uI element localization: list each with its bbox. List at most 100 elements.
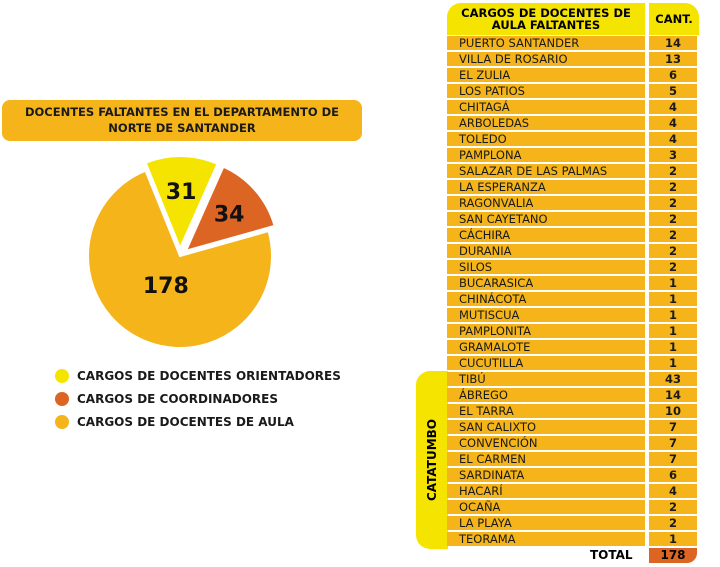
table-row: SAN CALIXTO 7 [447, 420, 699, 434]
municipality-name: LA ESPERANZA [447, 180, 645, 194]
municipality-name: TOLEDO [447, 132, 645, 146]
count-value: 1 [649, 340, 697, 354]
table-row: PAMPLONA 3 [447, 148, 699, 162]
table-row: OCAÑA 2 [447, 500, 699, 514]
table-row: SALAZAR DE LAS PALMAS 2 [447, 164, 699, 178]
table-row: LOS PATIOS 5 [447, 84, 699, 98]
count-value: 4 [649, 484, 697, 498]
municipality-name: PAMPLONA [447, 148, 645, 162]
municipality-name: ÁBREGO [447, 388, 645, 402]
table-row: SAN CAYETANO 2 [447, 212, 699, 226]
municipality-name: SAN CAYETANO [447, 212, 645, 226]
total-value: 178 [649, 548, 697, 563]
municipality-name: SILOS [447, 260, 645, 274]
table-row: CUCUTILLA 1 [447, 356, 699, 370]
table-row: LA ESPERANZA 2 [447, 180, 699, 194]
header-name: CARGOS DE DOCENTES DE AULA FALTANTES [447, 3, 645, 35]
count-value: 7 [649, 436, 697, 450]
table-row: TIBÚ 43 [447, 372, 699, 386]
count-value: 13 [649, 52, 697, 66]
table-header: CARGOS DE DOCENTES DE AULA FALTANTES CAN… [447, 3, 699, 35]
municipality-name: CUCUTILLA [447, 356, 645, 370]
count-value: 1 [649, 324, 697, 338]
municipality-name: SARDINATA [447, 468, 645, 482]
count-value: 6 [649, 468, 697, 482]
municipality-name: GRAMALOTE [447, 340, 645, 354]
count-value: 2 [649, 516, 697, 530]
table-row: MUTISCUA 1 [447, 308, 699, 322]
count-value: 7 [649, 452, 697, 466]
count-value: 2 [649, 212, 697, 226]
municipality-name: SAN CALIXTO [447, 420, 645, 434]
count-value: 14 [649, 36, 697, 50]
count-value: 1 [649, 356, 697, 370]
count-value: 2 [649, 244, 697, 258]
table-row: SILOS 2 [447, 260, 699, 274]
municipality-name: MUTISCUA [447, 308, 645, 322]
table-row: PUERTO SANTANDER 14 [447, 36, 699, 50]
municipality-name: LOS PATIOS [447, 84, 645, 98]
legend-swatch [55, 391, 69, 406]
table-row: SARDINATA 6 [447, 468, 699, 482]
total-label: TOTAL [590, 548, 633, 562]
table-row: RAGONVALIA 2 [447, 196, 699, 210]
slice-value-label: 34 [214, 202, 245, 227]
table-row: BUCARASICA 1 [447, 276, 699, 290]
header-count: CANT. [649, 3, 699, 35]
count-value: 2 [649, 164, 697, 178]
municipality-name: DURANIA [447, 244, 645, 258]
pie-chart: 31 34 178 [87, 155, 276, 349]
table-body: PUERTO SANTANDER 14 VILLA DE ROSARIO 13 EL Z… [447, 36, 699, 548]
pie-slice [87, 169, 273, 349]
table-row: EL TARRA 10 [447, 404, 699, 418]
municipality-name: EL ZULIA [447, 68, 645, 82]
count-value: 4 [649, 132, 697, 146]
municipality-name: TEORAMA [447, 532, 645, 546]
count-value: 5 [649, 84, 697, 98]
municipality-name: EL CARMEN [447, 452, 645, 466]
legend-swatch [55, 414, 69, 429]
count-value: 14 [649, 388, 697, 402]
legend-item: CARGOS DE COORDINADORES [55, 387, 341, 410]
count-value: 3 [649, 148, 697, 162]
municipality-name: CÁCHIRA [447, 228, 645, 242]
legend: CARGOS DE DOCENTES ORIENTADORES CARGOS DE… [55, 364, 341, 433]
slice-value-label: 178 [143, 274, 189, 299]
legend-item: CARGOS DE DOCENTES ORIENTADORES [55, 364, 341, 387]
table-row: CONVENCIÓN 7 [447, 436, 699, 450]
municipality-name: VILLA DE ROSARIO [447, 52, 645, 66]
legend-label: CARGOS DE COORDINADORES [77, 391, 278, 406]
count-value: 6 [649, 68, 697, 82]
count-value: 4 [649, 100, 697, 114]
count-value: 43 [649, 372, 697, 386]
municipality-name: EL TARRA [447, 404, 645, 418]
chart-title: DOCENTES FALTANTES EN EL DEPARTAMENTO DE… [2, 100, 362, 141]
municipality-name: PUERTO SANTANDER [447, 36, 645, 50]
pie-slice [184, 165, 276, 253]
table-row: PAMPLONITA 1 [447, 324, 699, 338]
table-row: TEORAMA 1 [447, 532, 699, 546]
table-row: CÁCHIRA 2 [447, 228, 699, 242]
count-value: 2 [649, 500, 697, 514]
count-value: 2 [649, 228, 697, 242]
count-value: 2 [649, 196, 697, 210]
legend-item: CARGOS DE DOCENTES DE AULA [55, 410, 341, 433]
municipality-name: LA PLAYA [447, 516, 645, 530]
municipality-name: OCAÑA [447, 500, 645, 514]
slice-value-label: 31 [166, 180, 197, 205]
table-row: VILLA DE ROSARIO 13 [447, 52, 699, 66]
municipality-name: CHITAGÁ [447, 100, 645, 114]
catatumbo-group-label: CATATUMBO [416, 371, 448, 549]
municipality-name: RAGONVALIA [447, 196, 645, 210]
count-value: 1 [649, 308, 697, 322]
count-value: 10 [649, 404, 697, 418]
count-value: 2 [649, 180, 697, 194]
table-row: LA PLAYA 2 [447, 516, 699, 530]
table-row: EL ZULIA 6 [447, 68, 699, 82]
municipality-name: CHINÁCOTA [447, 292, 645, 306]
municipality-name: SALAZAR DE LAS PALMAS [447, 164, 645, 178]
count-value: 1 [649, 276, 697, 290]
count-value: 2 [649, 260, 697, 274]
table-row: CHINÁCOTA 1 [447, 292, 699, 306]
count-value: 1 [649, 292, 697, 306]
